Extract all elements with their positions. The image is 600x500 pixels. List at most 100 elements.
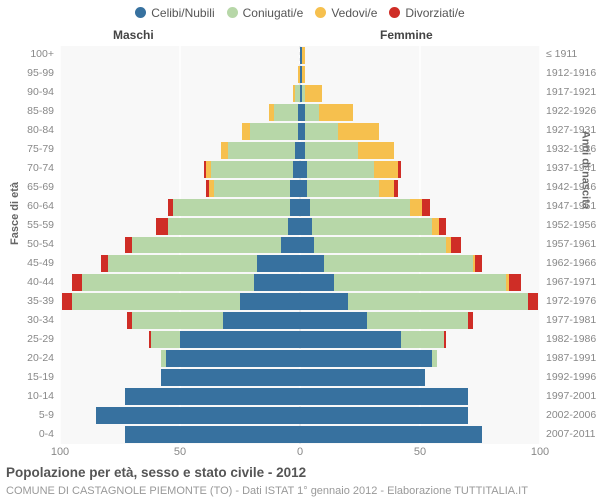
- x-tick-label: 50: [174, 446, 186, 458]
- age-row: [60, 273, 540, 292]
- age-label: 15-19: [0, 371, 54, 383]
- age-row: [60, 368, 540, 387]
- birth-year-label: 1932-1936: [546, 143, 600, 155]
- legend-item-divorziati: Divorziati/e: [389, 6, 464, 20]
- legend-item-celibi: Celibi/Nubili: [135, 6, 214, 20]
- birth-year-label: 1967-1971: [546, 276, 600, 288]
- bar-male-coniugati: [168, 218, 288, 235]
- age-label: 10-14: [0, 390, 54, 402]
- bar-female-coniugati: [432, 350, 437, 367]
- bar-female-celibi: [300, 388, 468, 405]
- column-label-female: Femmine: [380, 28, 433, 42]
- bar-female-vedovi: [432, 218, 439, 235]
- legend-swatch: [389, 7, 400, 18]
- legend-swatch: [315, 7, 326, 18]
- bar-male-coniugati: [132, 312, 223, 329]
- birth-year-label: 1912-1916: [546, 67, 600, 79]
- age-label: 5-9: [0, 409, 54, 421]
- bar-female-celibi: [300, 218, 312, 235]
- bar-male-divorziati: [206, 180, 208, 197]
- bar-male-coniugati: [82, 274, 255, 291]
- birth-year-label: 1937-1941: [546, 162, 600, 174]
- birth-year-label: 1922-1926: [546, 105, 600, 117]
- bar-female-divorziati: [439, 218, 446, 235]
- bar-male-coniugati: [250, 123, 298, 140]
- age-label: 25-29: [0, 333, 54, 345]
- age-row: [60, 217, 540, 236]
- plot-area: [60, 46, 540, 444]
- age-row: [60, 198, 540, 217]
- bar-male-celibi: [290, 180, 300, 197]
- bar-female-divorziati: [398, 161, 400, 178]
- bar-female-coniugati: [314, 237, 446, 254]
- bar-female-divorziati: [528, 293, 538, 310]
- bar-female-celibi: [300, 237, 314, 254]
- bar-male-coniugati: [274, 104, 298, 121]
- age-label: 65-69: [0, 181, 54, 193]
- bar-male-celibi: [223, 312, 300, 329]
- bar-male-celibi: [288, 218, 300, 235]
- age-row: [60, 65, 540, 84]
- bar-female-celibi: [300, 161, 307, 178]
- age-label: 60-64: [0, 200, 54, 212]
- legend-item-vedovi: Vedovi/e: [315, 6, 377, 20]
- bar-female-coniugati: [305, 104, 319, 121]
- birth-year-label: 1987-1991: [546, 352, 600, 364]
- bar-female-celibi: [300, 369, 425, 386]
- bar-male-coniugati: [151, 331, 180, 348]
- age-label: 45-49: [0, 257, 54, 269]
- bar-female-divorziati: [468, 312, 473, 329]
- bar-male-divorziati: [149, 331, 151, 348]
- chart-title: Popolazione per età, sesso e stato civil…: [6, 465, 306, 480]
- age-label: 90-94: [0, 86, 54, 98]
- bar-female-coniugati: [312, 218, 432, 235]
- age-row: [60, 141, 540, 160]
- bar-female-divorziati: [509, 274, 521, 291]
- legend-item-coniugati: Coniugati/e: [227, 6, 304, 20]
- age-row: [60, 46, 540, 65]
- bar-male-divorziati: [125, 237, 132, 254]
- legend-label: Coniugati/e: [243, 6, 304, 20]
- bar-female-vedovi: [374, 161, 398, 178]
- bar-male-divorziati: [72, 274, 82, 291]
- x-tick-label: 50: [414, 446, 426, 458]
- age-row: [60, 311, 540, 330]
- bar-male-coniugati: [173, 199, 291, 216]
- bar-male-celibi: [293, 161, 300, 178]
- bar-male-divorziati: [156, 218, 168, 235]
- bar-female-coniugati: [307, 161, 374, 178]
- age-label: 40-44: [0, 276, 54, 288]
- legend-swatch: [135, 7, 146, 18]
- age-row: [60, 122, 540, 141]
- bar-male-coniugati: [108, 255, 257, 272]
- age-label: 0-4: [0, 428, 54, 440]
- bar-female-celibi: [300, 180, 307, 197]
- age-row: [60, 387, 540, 406]
- bar-female-coniugati: [305, 123, 339, 140]
- bar-female-vedovi: [302, 66, 304, 83]
- chart-subtitle: COMUNE DI CASTAGNOLE PIEMONTE (TO) - Dat…: [6, 485, 528, 497]
- birth-year-label: 1982-1986: [546, 333, 600, 345]
- bar-male-coniugati: [214, 180, 291, 197]
- bar-female-divorziati: [451, 237, 461, 254]
- bar-female-celibi: [300, 331, 401, 348]
- age-label: 75-79: [0, 143, 54, 155]
- age-label: 30-34: [0, 314, 54, 326]
- bar-male-vedovi: [242, 123, 249, 140]
- age-row: [60, 236, 540, 255]
- bar-female-celibi: [300, 407, 468, 424]
- bar-female-coniugati: [324, 255, 473, 272]
- bar-female-vedovi: [302, 47, 304, 64]
- bar-male-divorziati: [62, 293, 72, 310]
- bar-female-vedovi: [305, 85, 322, 102]
- age-row: [60, 160, 540, 179]
- birth-year-label: 1962-1966: [546, 257, 600, 269]
- birth-year-label: 1992-1996: [546, 371, 600, 383]
- bar-female-divorziati: [394, 180, 399, 197]
- bar-female-celibi: [300, 312, 367, 329]
- bar-female-coniugati: [310, 199, 411, 216]
- bar-male-vedovi: [293, 85, 295, 102]
- age-label: 100+: [0, 48, 54, 60]
- birth-year-label: 1972-1976: [546, 295, 600, 307]
- bar-female-celibi: [300, 426, 482, 443]
